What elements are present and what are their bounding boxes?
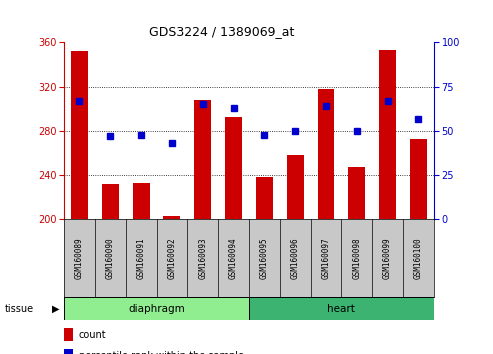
Bar (164, 216, 180, 219)
Text: GSM160090: GSM160090 (106, 238, 115, 279)
Text: GSM160095: GSM160095 (260, 238, 269, 279)
Bar (64, 349, 73, 354)
Bar (133, 183, 149, 219)
Bar (194, 100, 211, 219)
Text: GDS3224 / 1389069_at: GDS3224 / 1389069_at (149, 25, 294, 38)
Text: GSM160100: GSM160100 (414, 238, 423, 279)
Text: GSM160093: GSM160093 (198, 238, 207, 279)
Bar (317, 89, 334, 219)
Bar (349, 167, 365, 219)
Bar (64, 297, 249, 320)
Text: GSM160098: GSM160098 (352, 238, 361, 279)
Text: GSM160092: GSM160092 (168, 238, 176, 279)
Text: GSM160096: GSM160096 (291, 238, 300, 279)
Text: GSM160091: GSM160091 (137, 238, 145, 279)
Text: count: count (79, 330, 106, 339)
Bar (225, 116, 242, 219)
Text: diaphragm: diaphragm (128, 304, 185, 314)
Text: GSM160099: GSM160099 (383, 238, 392, 279)
Bar (102, 184, 119, 219)
Bar (410, 139, 427, 219)
Bar (64, 328, 73, 341)
Bar (71, 51, 88, 219)
Text: GSM160094: GSM160094 (229, 238, 238, 279)
Bar (379, 50, 396, 219)
Bar (287, 155, 304, 219)
Text: percentile rank within the sample: percentile rank within the sample (79, 351, 244, 354)
Text: GSM160097: GSM160097 (321, 238, 330, 279)
Bar (256, 177, 273, 219)
Bar (249, 297, 434, 320)
Text: GSM160089: GSM160089 (75, 238, 84, 279)
Text: heart: heart (327, 304, 355, 314)
Text: tissue: tissue (5, 304, 34, 314)
Text: ▶: ▶ (52, 304, 59, 314)
